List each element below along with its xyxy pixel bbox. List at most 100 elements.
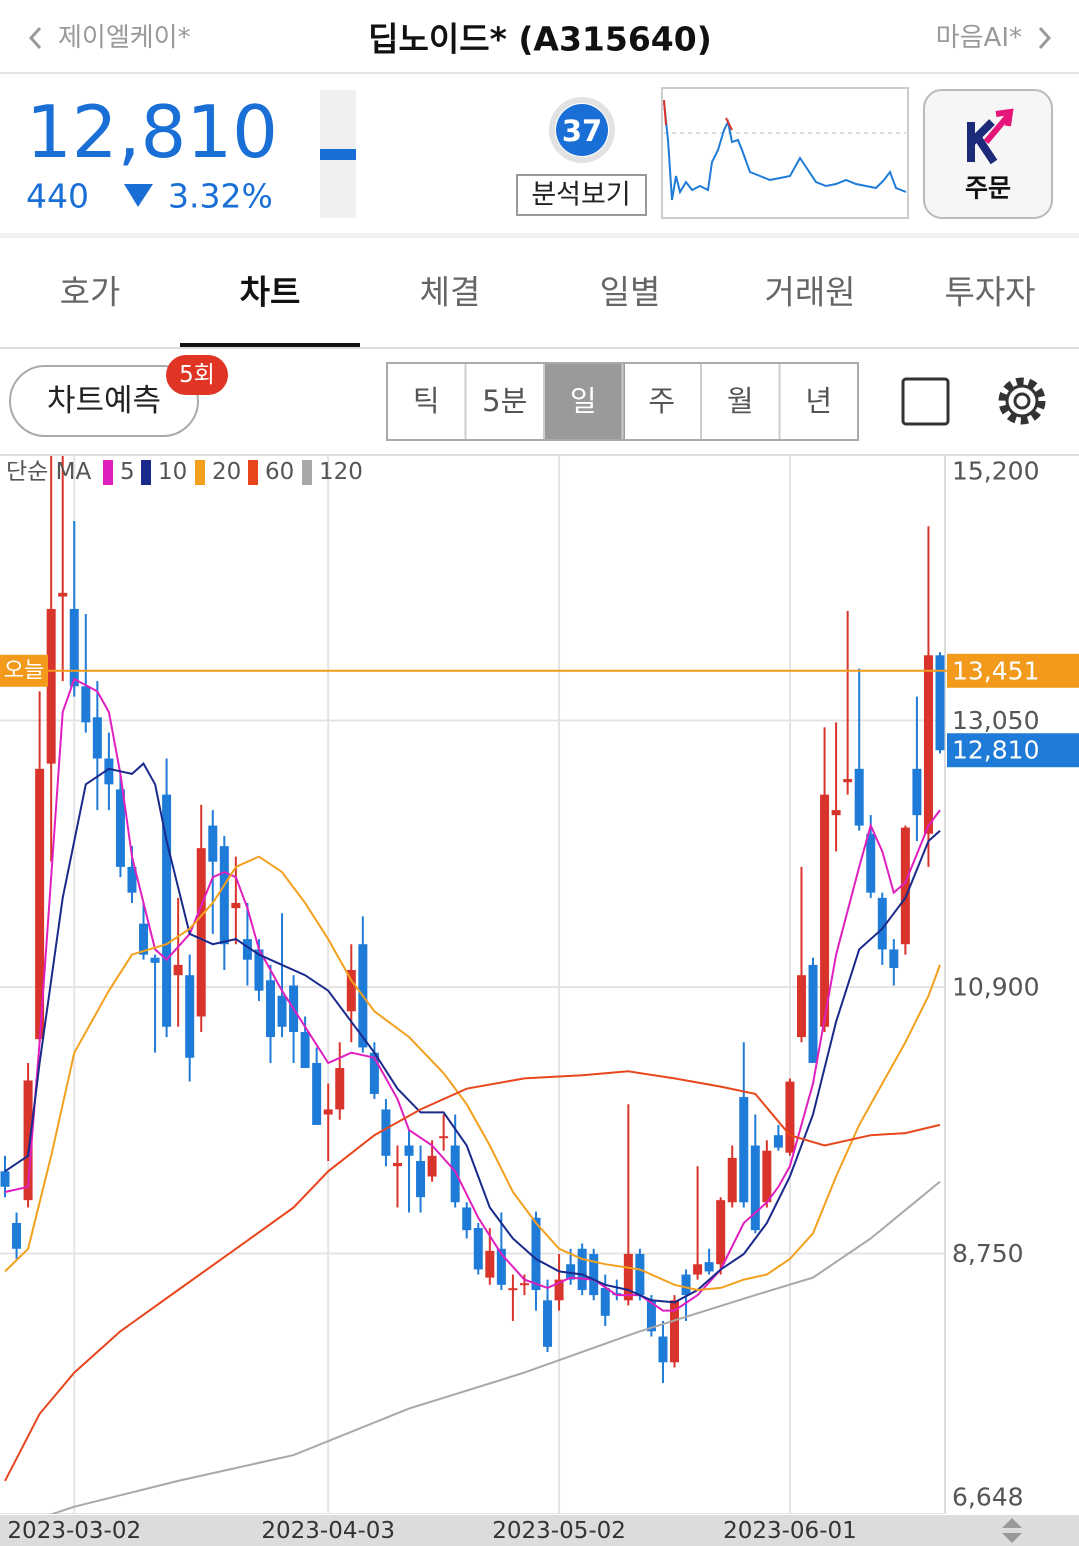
sparkline-box[interactable] <box>661 87 909 219</box>
candle-body <box>404 1145 414 1156</box>
range-marker <box>320 149 356 160</box>
candle-body <box>277 995 287 1027</box>
tab[interactable]: 투자자 <box>944 273 1035 312</box>
today-tag <box>0 654 48 687</box>
moving-average <box>4 1070 941 1482</box>
candle-body <box>658 1336 668 1363</box>
period[interactable]: 틱 <box>413 384 440 418</box>
moving-average <box>4 855 941 1292</box>
prev-stock[interactable]: 제이엘케이* <box>58 23 191 53</box>
candle-body <box>346 969 356 1012</box>
x-tick-label: 2023-06-01 <box>723 1518 857 1544</box>
candle-body <box>716 1200 726 1265</box>
legend-title: 단순 MA <box>6 459 91 485</box>
candle-body <box>843 779 853 783</box>
period[interactable]: 월 <box>727 384 754 418</box>
down-arrow <box>124 184 153 207</box>
candle-body <box>69 608 79 687</box>
candle-body <box>416 1160 426 1198</box>
sparkline-up <box>663 99 733 131</box>
order-label[interactable]: 주문 <box>965 174 1011 203</box>
tab[interactable]: 거래원 <box>764 273 855 312</box>
scroll-handle[interactable] <box>1002 1518 1022 1543</box>
candle-body <box>577 1248 587 1291</box>
settings-icon[interactable] <box>1013 392 1031 410</box>
candle-body <box>681 1274 691 1296</box>
score-ring <box>549 97 615 163</box>
candle-body <box>762 1150 772 1203</box>
last-price-tag <box>947 733 1079 768</box>
candle-body <box>600 1287 610 1316</box>
active-tab-underline <box>180 343 360 347</box>
score-badge[interactable] <box>556 104 608 156</box>
x-tick-label: 2023-05-02 <box>492 1518 626 1544</box>
period[interactable]: 주 <box>648 384 675 418</box>
candle-body <box>185 975 195 1058</box>
candle-body <box>796 975 806 1038</box>
legend-swatch <box>195 460 205 485</box>
predict-label[interactable]: 차트예측 <box>47 383 161 419</box>
candle-body <box>242 939 252 960</box>
period[interactable]: 일 <box>570 384 597 418</box>
candle-body <box>173 964 183 976</box>
back-icon[interactable] <box>28 26 42 50</box>
period[interactable]: 5분 <box>482 384 527 418</box>
candle-body <box>127 866 137 893</box>
analysis-label[interactable]: 분석보기 <box>531 180 630 211</box>
candle-body <box>831 810 841 816</box>
layout-icon[interactable] <box>901 377 950 426</box>
candle-body <box>335 1068 345 1110</box>
divider <box>0 233 1079 238</box>
candle-body <box>866 833 876 893</box>
score[interactable]: 37 <box>562 114 602 148</box>
legend-label: 120 <box>319 459 363 485</box>
tab[interactable]: 일별 <box>600 273 661 312</box>
candle-body <box>670 1300 680 1363</box>
tab[interactable]: 체결 <box>420 273 481 312</box>
tab[interactable]: 차트 <box>240 273 301 312</box>
tab[interactable]: 호가 <box>60 273 121 312</box>
candle-body <box>554 1279 564 1301</box>
next-icon[interactable] <box>1038 26 1052 50</box>
candle-body <box>450 1145 460 1203</box>
candle-body <box>427 1155 437 1177</box>
candle-body <box>854 768 864 826</box>
candle-body <box>369 1052 379 1094</box>
candle-body <box>46 608 56 764</box>
badge-label: 5회 <box>179 362 215 388</box>
x-axis-band <box>0 1515 1079 1546</box>
change-rate: 3.32% <box>168 177 273 216</box>
next-stock[interactable]: 마음AI* <box>936 23 1022 53</box>
legend-label: 20 <box>212 459 241 485</box>
settings-icon[interactable] <box>1005 384 1039 418</box>
today-value-tag <box>947 653 1079 688</box>
predict-button[interactable] <box>9 365 199 437</box>
order-logo <box>967 119 998 165</box>
candle-body <box>531 1217 541 1291</box>
candle-body <box>81 686 91 723</box>
period[interactable]: 년 <box>805 384 832 418</box>
candle-body <box>635 1253 645 1296</box>
sparkline <box>663 101 907 201</box>
candle-body <box>566 1264 576 1280</box>
candle-body <box>12 1222 22 1249</box>
today-value: 13,451 <box>952 656 1039 685</box>
settings-icon[interactable] <box>998 377 1046 425</box>
candle-body <box>208 825 218 862</box>
candle-body <box>115 789 125 867</box>
candle-body <box>462 1207 472 1231</box>
candle-body <box>392 1162 402 1167</box>
candle-body <box>496 1248 506 1285</box>
moving-average <box>4 677 941 1312</box>
candle-body <box>23 1080 33 1201</box>
legend-swatch <box>103 460 113 485</box>
candle-body <box>485 1250 495 1278</box>
candle-body <box>543 1300 553 1347</box>
order-logo-arrow <box>983 108 1014 144</box>
candle-body <box>0 1171 10 1187</box>
candle-body <box>808 964 818 1063</box>
candle-body <box>58 592 68 597</box>
candle-body <box>785 1081 795 1153</box>
analysis-button[interactable] <box>516 174 647 216</box>
